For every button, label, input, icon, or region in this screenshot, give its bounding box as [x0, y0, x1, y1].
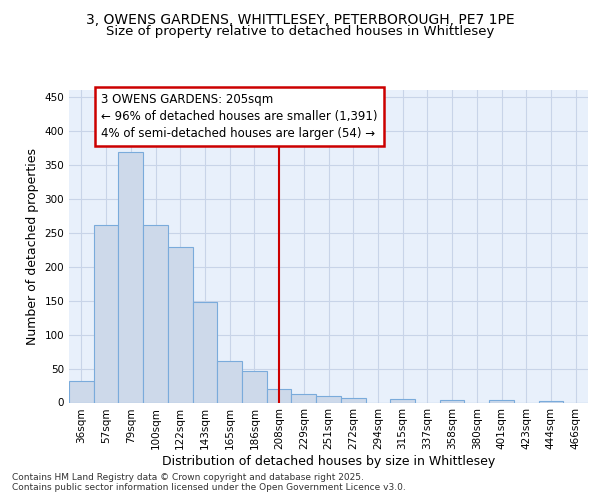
- Bar: [292, 394, 316, 402]
- Bar: [489, 400, 514, 402]
- Bar: [341, 398, 365, 402]
- Bar: [316, 396, 341, 402]
- Bar: [440, 400, 464, 402]
- Bar: [168, 247, 193, 402]
- Bar: [539, 401, 563, 402]
- X-axis label: Distribution of detached houses by size in Whittlesey: Distribution of detached houses by size …: [162, 455, 495, 468]
- Text: Size of property relative to detached houses in Whittlesey: Size of property relative to detached ho…: [106, 24, 494, 38]
- Bar: [94, 224, 118, 402]
- Text: Contains HM Land Registry data © Crown copyright and database right 2025.
Contai: Contains HM Land Registry data © Crown c…: [12, 473, 406, 492]
- Bar: [242, 371, 267, 402]
- Bar: [69, 381, 94, 402]
- Bar: [267, 389, 292, 402]
- Bar: [193, 302, 217, 402]
- Text: 3 OWENS GARDENS: 205sqm
← 96% of detached houses are smaller (1,391)
4% of semi-: 3 OWENS GARDENS: 205sqm ← 96% of detache…: [101, 94, 377, 140]
- Text: 3, OWENS GARDENS, WHITTLESEY, PETERBOROUGH, PE7 1PE: 3, OWENS GARDENS, WHITTLESEY, PETERBOROU…: [86, 13, 514, 27]
- Bar: [118, 152, 143, 402]
- Bar: [217, 361, 242, 403]
- Bar: [390, 399, 415, 402]
- Y-axis label: Number of detached properties: Number of detached properties: [26, 148, 39, 345]
- Bar: [143, 225, 168, 402]
